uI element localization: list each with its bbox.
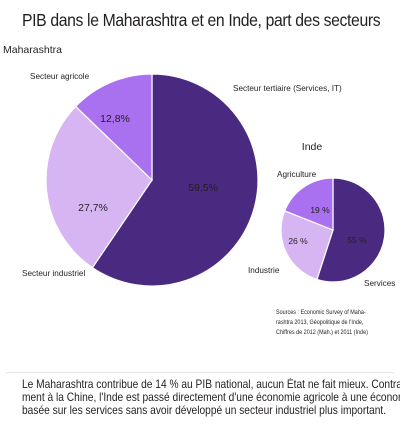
caption-line: ment à la Chine, l'Inde est passé direct… bbox=[22, 391, 400, 404]
caption: Le Maharashtra contribue de 14 % au PIB … bbox=[22, 378, 400, 417]
page-title: PIB dans le Maharashtra et en Inde, part… bbox=[22, 10, 381, 30]
pie-slice-agricole bbox=[74, 73, 153, 182]
value-label-agricole: 12,8% bbox=[100, 113, 130, 125]
value-label-industriel: 26 % bbox=[288, 236, 308, 246]
category-label-industriel: Industrie bbox=[248, 266, 280, 275]
pie-slice-industriel bbox=[280, 210, 334, 281]
chart-title: Inde bbox=[302, 141, 323, 153]
sources-line: Chiffres de 2012 (Mah.) et 2011 (Inde) bbox=[276, 329, 368, 336]
sources-line: Sources : Economic Survey of Maha- bbox=[276, 309, 366, 316]
pie-slice-industriel bbox=[45, 105, 153, 269]
category-label-agricole: Agriculture bbox=[277, 170, 317, 179]
value-label-tertiaire: 59,5% bbox=[188, 182, 218, 194]
value-label-industriel: 27,7% bbox=[78, 202, 108, 214]
pie-slice-tertiaire bbox=[316, 177, 386, 283]
divider bbox=[6, 372, 394, 373]
sources-note: Sources : Economic Survey of Maha- rasht… bbox=[276, 308, 376, 338]
value-label-tertiaire: 55 % bbox=[347, 235, 367, 245]
pie-slice-tertiaire bbox=[91, 73, 259, 287]
caption-line: Le Maharashtra contribue de 14 % au PIB … bbox=[22, 378, 400, 391]
category-label-industriel: Secteur industriel bbox=[22, 269, 85, 278]
category-label-tertiaire: Services bbox=[364, 279, 395, 288]
caption-line: basée sur les services sans avoir dévelo… bbox=[22, 404, 387, 417]
category-label-tertiaire: Secteur tertiaire (Services, IT) bbox=[233, 84, 342, 93]
value-label-agricole: 19 % bbox=[310, 205, 330, 215]
sources-line: rashtra 2013, Géopolitique de l'Inde, bbox=[276, 319, 364, 326]
category-label-agricole: Secteur agricole bbox=[30, 72, 90, 81]
pie-slice-agricole bbox=[283, 177, 334, 231]
chart-title: Maharashtra bbox=[3, 44, 62, 56]
